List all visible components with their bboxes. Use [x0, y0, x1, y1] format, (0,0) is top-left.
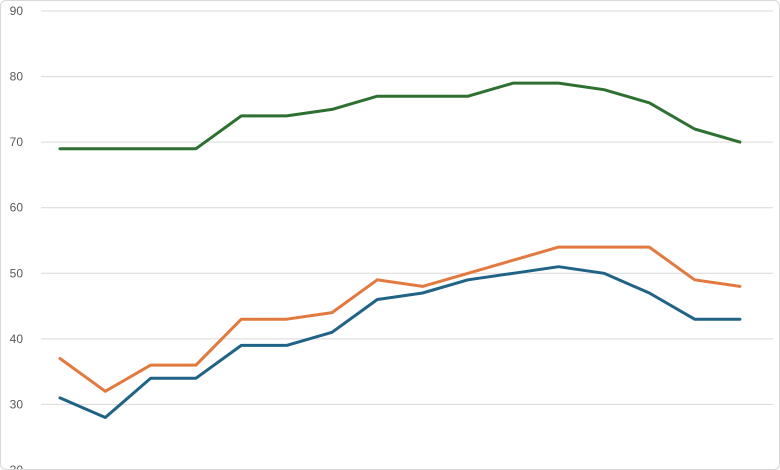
series-lines — [58, 81, 742, 419]
series-line-3 — [58, 265, 742, 419]
gridlines — [41, 10, 773, 405]
y-tick-label-50: 50 — [10, 266, 24, 280]
y-tick-label-20: 20 — [10, 463, 24, 470]
y-tick-label-30: 30 — [10, 397, 24, 411]
y-axis-tick-labels: 20 30 40 50 60 70 80 90 — [10, 4, 24, 470]
y-tick-label-70: 70 — [10, 135, 24, 149]
y-tick-label-40: 40 — [10, 332, 24, 346]
y-tick-label-90: 90 — [10, 4, 24, 18]
series-line-2 — [58, 245, 742, 393]
series-line-1 — [58, 81, 742, 151]
y-tick-label-60: 60 — [10, 201, 24, 215]
y-tick-label-80: 80 — [10, 70, 24, 84]
